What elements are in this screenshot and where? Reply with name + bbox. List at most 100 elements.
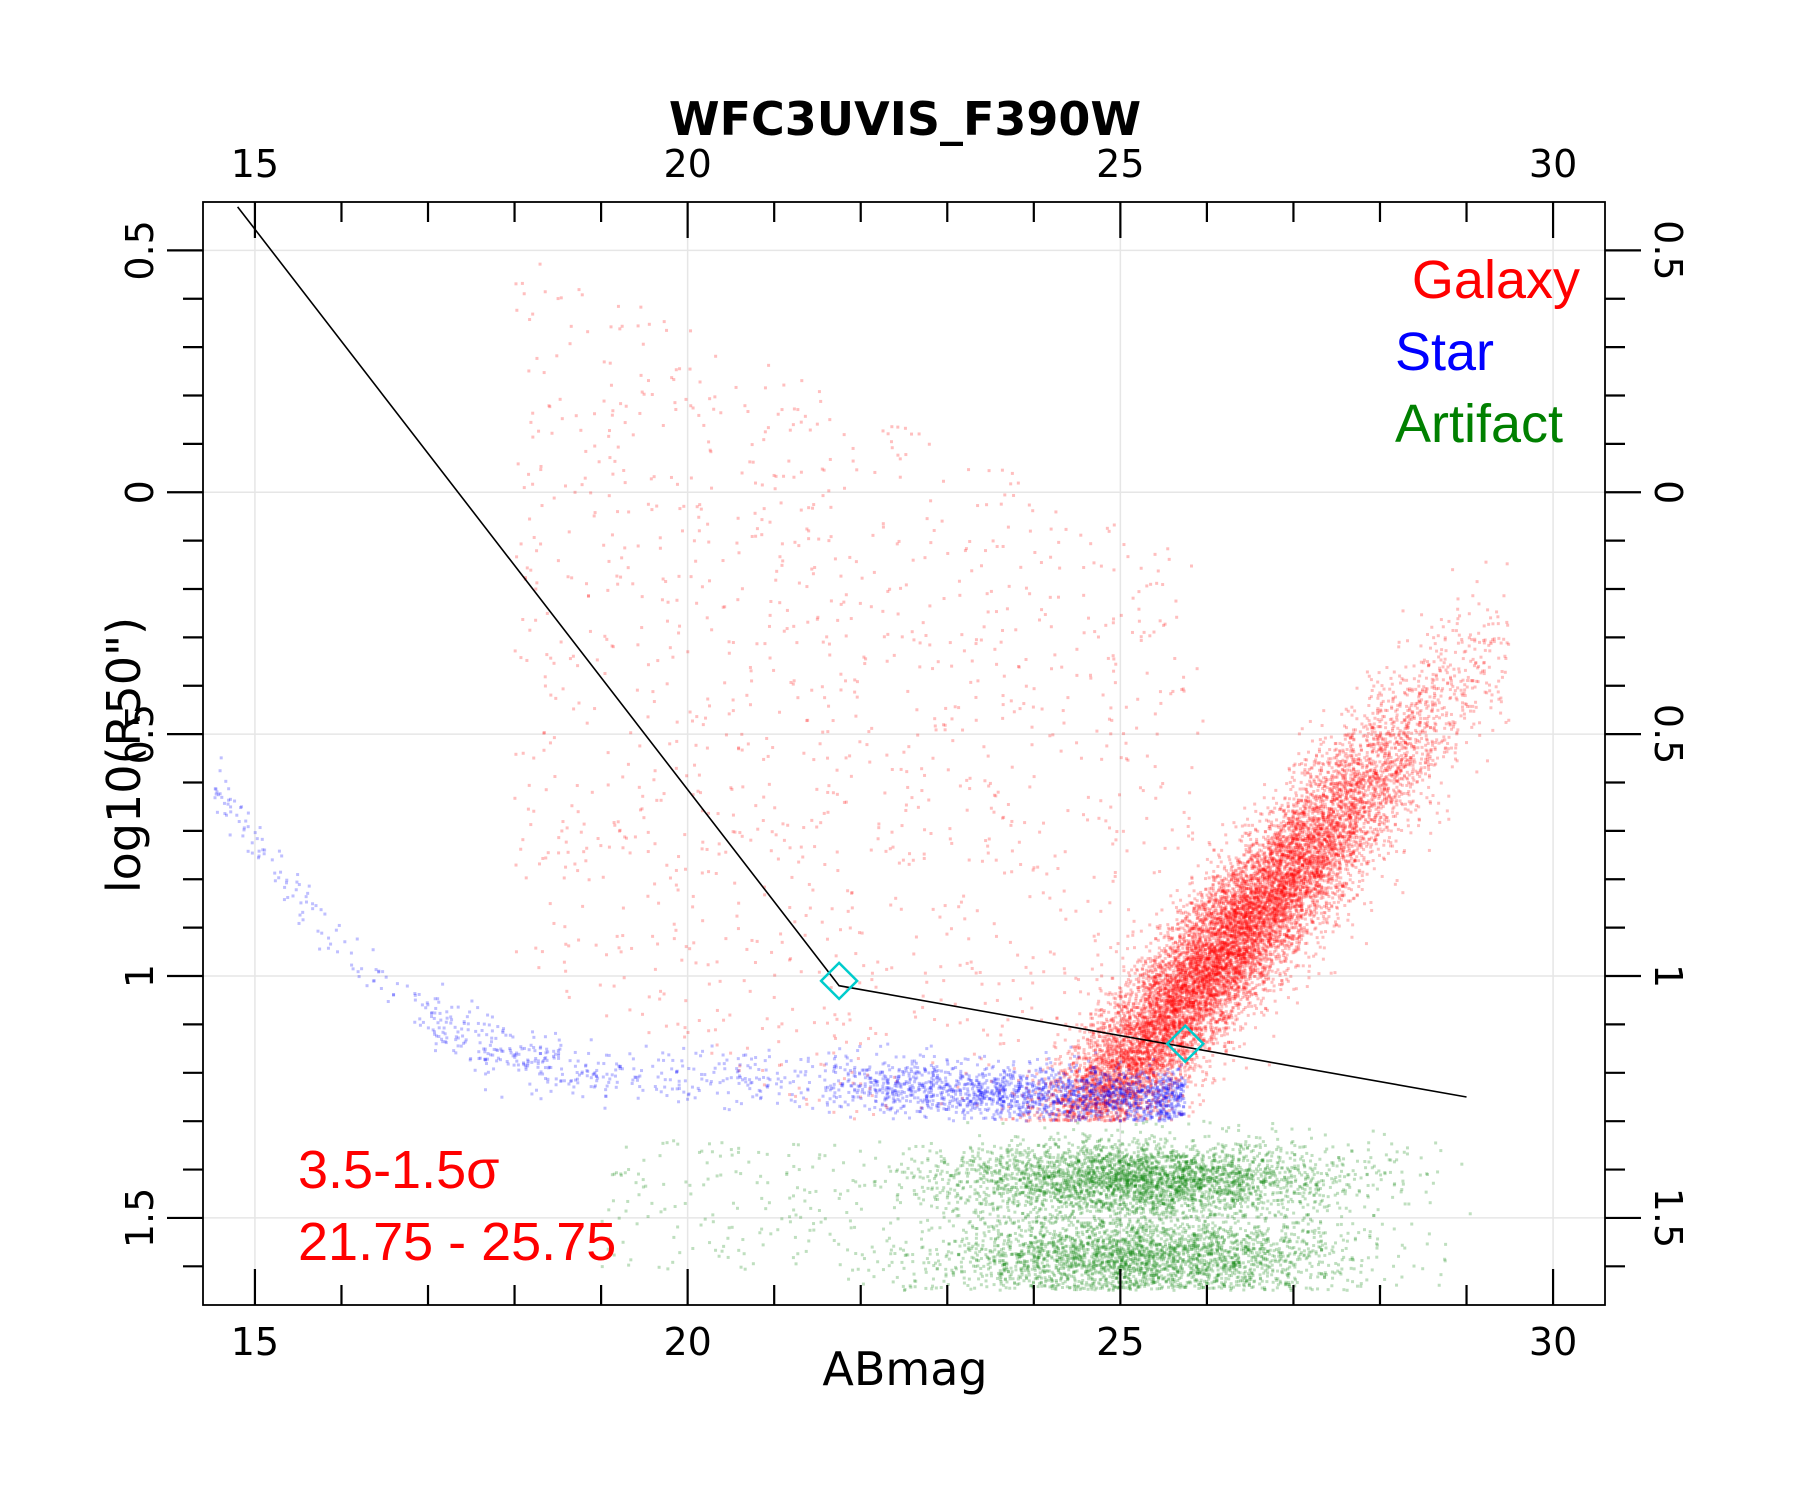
data-point-galaxy	[1391, 690, 1395, 694]
data-point-galaxy	[1395, 879, 1399, 883]
data-point-galaxy	[1197, 955, 1201, 959]
data-point-galaxy	[1393, 763, 1397, 767]
data-point-galaxy	[1270, 875, 1274, 879]
data-point-galaxy	[1432, 660, 1436, 664]
data-point-galaxy	[1267, 940, 1271, 944]
data-point-galaxy	[1374, 842, 1378, 846]
data-point-galaxy	[1123, 1052, 1127, 1056]
data-point-galaxy	[1362, 784, 1366, 788]
data-point-galaxy	[1206, 968, 1210, 972]
data-point-galaxy	[1290, 775, 1294, 779]
data-point-galaxy	[1338, 883, 1342, 887]
data-point-galaxy	[1204, 1003, 1208, 1007]
data-point-galaxy	[1317, 778, 1321, 782]
data-point-galaxy	[1086, 1072, 1090, 1076]
data-point-galaxy	[1058, 1100, 1062, 1104]
data-point-galaxy	[1175, 1009, 1179, 1013]
data-point-galaxy	[1275, 927, 1279, 931]
data-point-galaxy	[1205, 968, 1209, 972]
data-point-galaxy	[1333, 971, 1337, 975]
data-point-galaxy	[1250, 877, 1254, 881]
data-point-galaxy	[1209, 945, 1213, 949]
data-point-galaxy	[1288, 780, 1292, 784]
data-point-galaxy	[1253, 891, 1257, 895]
data-point-galaxy	[1165, 1033, 1169, 1037]
data-point-galaxy	[1162, 1045, 1166, 1049]
data-point-galaxy	[1354, 865, 1358, 869]
data-point-galaxy	[1218, 944, 1222, 948]
data-point-galaxy	[1248, 955, 1252, 959]
data-point-galaxy	[1376, 780, 1380, 784]
data-point-galaxy	[1308, 964, 1312, 968]
data-point-galaxy	[1332, 756, 1336, 760]
data-point-galaxy	[1378, 720, 1382, 724]
data-point-galaxy	[1122, 1095, 1126, 1099]
data-point-galaxy	[1216, 931, 1220, 935]
data-point-galaxy	[1223, 1062, 1227, 1066]
data-point-galaxy	[1268, 950, 1272, 954]
data-point-galaxy	[1233, 902, 1237, 906]
data-point-galaxy	[1300, 794, 1304, 798]
data-point-galaxy	[1366, 821, 1370, 825]
data-point-galaxy	[1411, 763, 1415, 767]
data-point-galaxy	[1288, 873, 1292, 877]
data-point-galaxy	[1365, 771, 1369, 775]
data-point-galaxy	[1208, 1059, 1212, 1063]
data-point-galaxy	[1337, 896, 1341, 900]
data-point-galaxy	[1303, 768, 1307, 772]
data-point-galaxy	[1337, 835, 1341, 839]
data-point-galaxy	[1209, 954, 1213, 958]
data-point-galaxy	[1223, 935, 1227, 939]
data-point-galaxy	[1330, 812, 1334, 816]
data-point-galaxy	[1172, 1021, 1176, 1025]
data-point-galaxy	[1201, 929, 1205, 933]
data-point-galaxy	[1079, 1079, 1083, 1083]
data-point-galaxy	[1416, 771, 1420, 775]
data-point-galaxy	[1223, 1015, 1227, 1019]
data-point-galaxy	[1396, 765, 1400, 769]
data-point-galaxy	[1033, 1113, 1037, 1117]
data-point-galaxy	[1263, 783, 1267, 787]
data-point-galaxy	[1263, 889, 1267, 893]
data-point-galaxy	[1316, 819, 1320, 823]
data-point-galaxy	[1150, 965, 1154, 969]
data-point-galaxy	[1327, 828, 1331, 832]
data-point-galaxy	[1220, 966, 1224, 970]
data-point-galaxy	[1222, 1002, 1226, 1006]
data-point-galaxy	[1192, 1003, 1196, 1007]
data-point-galaxy	[1224, 911, 1228, 915]
data-point-galaxy	[1259, 930, 1263, 934]
data-point-galaxy	[1243, 866, 1247, 870]
data-point-galaxy	[1085, 1083, 1089, 1087]
data-point-galaxy	[1328, 748, 1332, 752]
data-point-galaxy	[1142, 1040, 1146, 1044]
data-point-galaxy	[1408, 760, 1412, 764]
data-point-galaxy	[1187, 1032, 1191, 1036]
data-point-galaxy	[1338, 816, 1342, 820]
data-point-galaxy	[1152, 1058, 1156, 1062]
data-point-galaxy	[1460, 705, 1464, 709]
data-point-galaxy	[1271, 889, 1275, 893]
data-point-galaxy	[1091, 1091, 1095, 1095]
data-point-galaxy	[1236, 905, 1240, 909]
data-point-galaxy	[1223, 971, 1227, 975]
data-point-galaxy	[1210, 998, 1214, 1002]
data-point-galaxy	[1453, 650, 1457, 654]
data-point-galaxy	[1153, 1014, 1157, 1018]
data-point-galaxy	[1075, 1070, 1079, 1074]
data-point-galaxy	[1380, 684, 1384, 688]
data-point-galaxy	[1104, 1109, 1108, 1113]
data-point-galaxy	[1340, 712, 1344, 716]
grid	[203, 202, 1605, 1305]
data-point-galaxy	[1284, 902, 1288, 906]
data-point-galaxy	[1401, 609, 1405, 613]
data-point-galaxy	[1321, 957, 1325, 961]
data-point-galaxy	[1293, 937, 1297, 941]
data-point-galaxy	[1253, 919, 1257, 923]
data-point-galaxy	[1135, 1083, 1139, 1087]
data-point-galaxy	[1319, 869, 1323, 873]
data-point-galaxy	[1284, 898, 1288, 902]
data-point-galaxy	[1394, 709, 1398, 713]
data-point-galaxy	[1302, 926, 1306, 930]
data-point-galaxy	[1365, 773, 1369, 777]
